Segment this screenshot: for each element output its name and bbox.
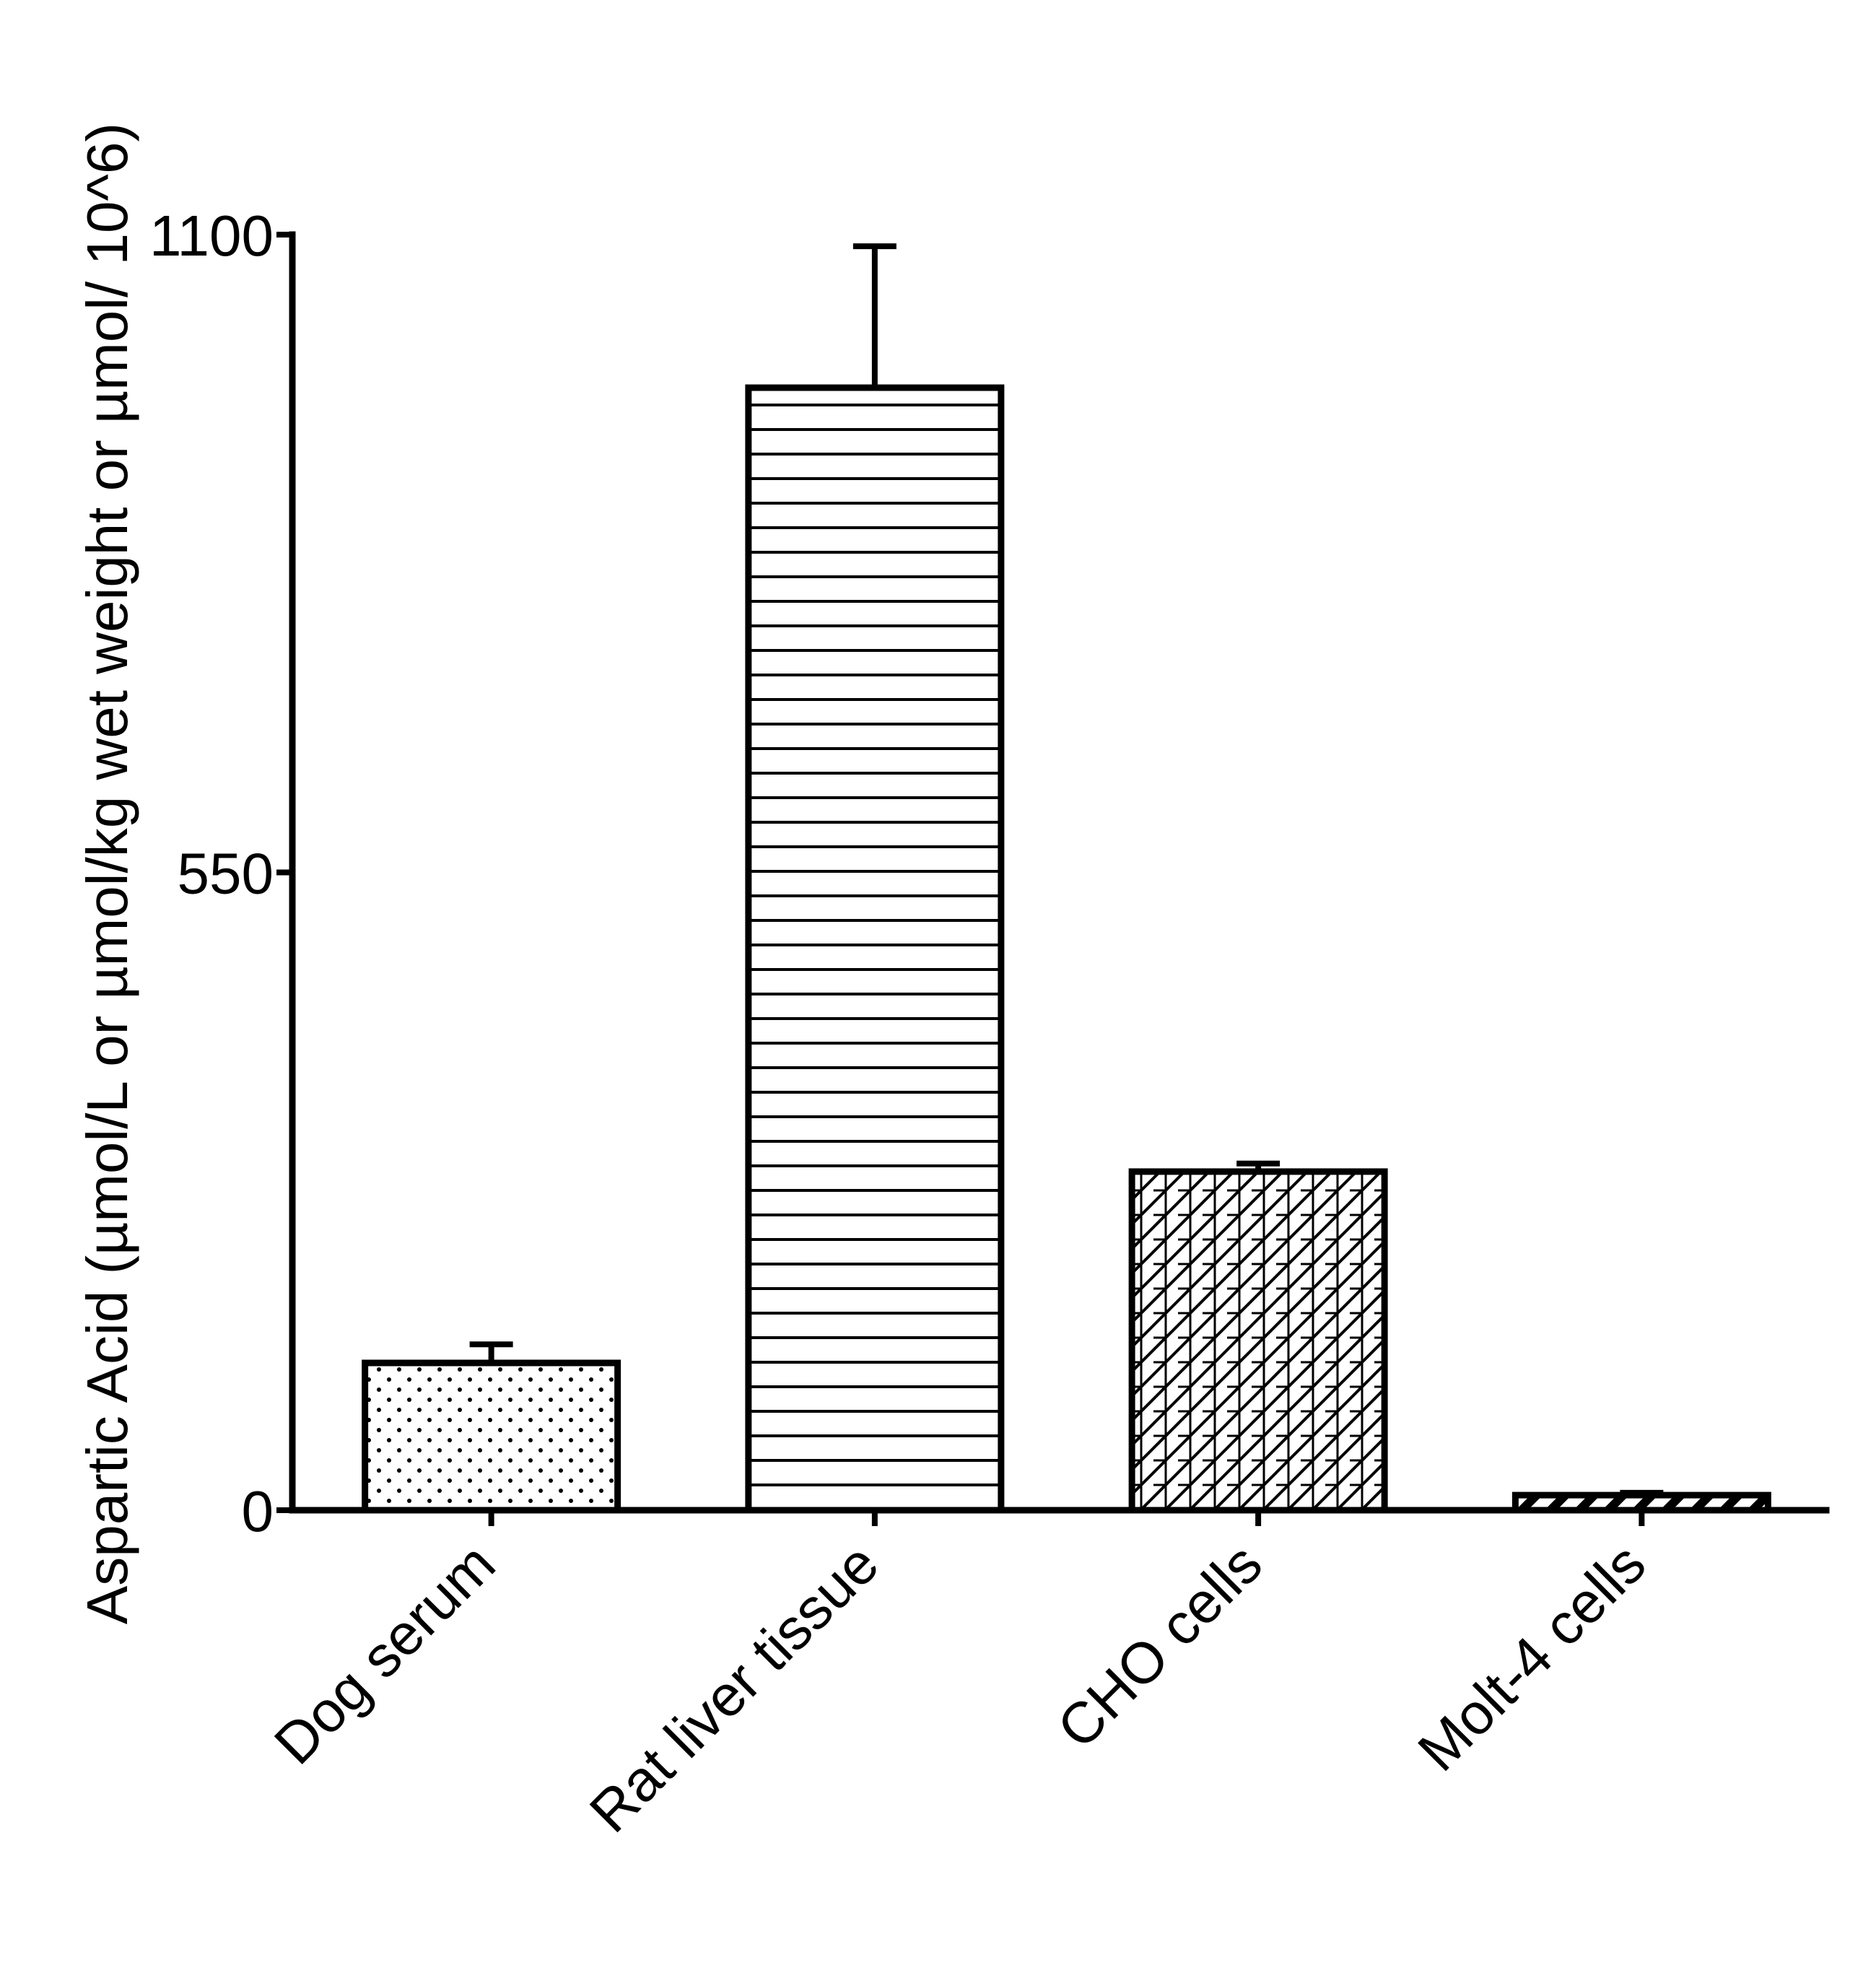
x-category-label: Molt-4 cells xyxy=(1405,1531,1657,1783)
y-tick-label: 1100 xyxy=(149,204,274,268)
y-tick-label: 0 xyxy=(242,1479,274,1543)
x-category-label: Rat liver tissue xyxy=(577,1531,891,1844)
bar-dog-serum xyxy=(362,1359,621,1514)
y-tick-label: 550 xyxy=(178,842,274,906)
y-ticks: 0 550 1100 xyxy=(149,204,292,1543)
axes xyxy=(289,231,1830,1514)
bars xyxy=(362,243,1771,1514)
bar-cho-cells xyxy=(1128,1168,1388,1514)
x-category-label: CHO cells xyxy=(1045,1531,1275,1761)
x-category-label: Dog serum xyxy=(262,1531,507,1777)
bar-molt-4-cells xyxy=(1511,1491,1771,1514)
bar-rat-liver-tissue xyxy=(745,384,1005,1514)
x-labels: Dog serum Rat liver tissue CHO cells Molt-4… xyxy=(262,1510,1657,1844)
y-axis-label: Aspartic Acid (µmol/L or µmol/kg wet wei… xyxy=(75,123,139,1624)
